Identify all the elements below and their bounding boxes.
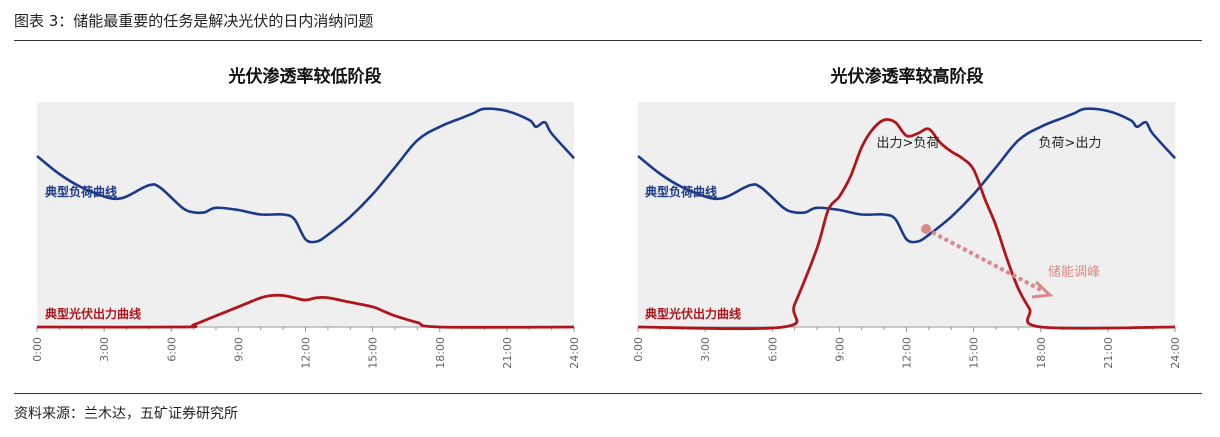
storage-arrow-head — [1031, 280, 1054, 299]
load-curve — [36, 107, 575, 244]
x-tick-label: 18:00 — [434, 337, 447, 369]
x-tick-label: 6:00 — [766, 337, 779, 362]
x-tick-label: 9:00 — [232, 337, 245, 362]
pv-curve-label: 典型光伏出力曲线 — [45, 306, 141, 321]
chart-low-penetration: 光伏渗透率较低阶段 0:00 3:00 6:00 9:00 12:00 15:00 18:0… — [31, 66, 581, 369]
x-tick-label: 24:00 — [1169, 337, 1182, 369]
x-tick-label: 0:00 — [31, 337, 44, 362]
x-tick-label: 6:00 — [165, 337, 178, 362]
chart-title: 光伏渗透率较高阶段 — [830, 66, 984, 87]
x-tick-label: 9:00 — [833, 337, 846, 362]
annotation-output-gt-load: 出力>负荷 — [877, 136, 940, 151]
x-tick-label: 15:00 — [367, 337, 380, 369]
source-note: 资料来源：兰木达，五矿证券研究所 — [14, 406, 238, 422]
plot-area — [638, 102, 1175, 327]
pv-curve — [36, 293, 575, 329]
x-tick-label: 18:00 — [1035, 337, 1048, 369]
plot-area — [37, 102, 574, 327]
storage-arrow-line — [925, 227, 1044, 293]
x-tick-label: 12:00 — [300, 337, 313, 369]
x-tick-label: 15:00 — [968, 337, 981, 369]
top-rule — [14, 40, 1202, 41]
pv-curve — [637, 118, 1176, 331]
x-tick-label: 0:00 — [632, 337, 645, 362]
bottom-rule — [14, 393, 1202, 394]
chart-title: 光伏渗透率较低阶段 — [228, 66, 382, 87]
x-tick-label: 3:00 — [699, 337, 712, 362]
x-tick-label: 12:00 — [901, 337, 914, 369]
load-curve — [637, 107, 1176, 244]
x-tick-label: 21:00 — [1102, 337, 1115, 369]
annotation-load-gt-output: 负荷>出力 — [1039, 136, 1102, 151]
chart-high-penetration: 光伏渗透率较高阶段 0:00 3:00 6:00 9:00 12:00 15:00 18:0… — [632, 66, 1182, 369]
figure-title: 图表 3：储能最重要的任务是解决光伏的日内消纳问题 — [14, 12, 374, 30]
annotation-storage-peak-shaving: 储能调峰 — [1048, 265, 1100, 280]
x-tick-label: 3:00 — [98, 337, 111, 362]
pv-curve-label: 典型光伏出力曲线 — [645, 306, 741, 321]
load-curve-label: 典型负荷曲线 — [645, 184, 717, 199]
load-curve-label: 典型负荷曲线 — [45, 184, 117, 199]
x-tick-label: 24:00 — [568, 337, 581, 369]
x-axis: 0:00 3:00 6:00 9:00 12:00 15:00 18:00 21:00 24:0… — [632, 326, 1182, 369]
x-axis: 0:00 3:00 6:00 9:00 12:00 15:00 18:00 21:00 24:0… — [31, 326, 581, 369]
x-tick-label: 21:00 — [501, 337, 514, 369]
